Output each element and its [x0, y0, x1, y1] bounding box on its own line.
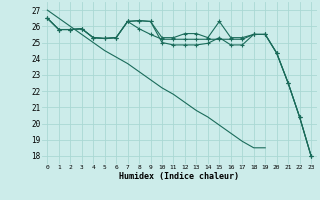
X-axis label: Humidex (Indice chaleur): Humidex (Indice chaleur)	[119, 172, 239, 181]
